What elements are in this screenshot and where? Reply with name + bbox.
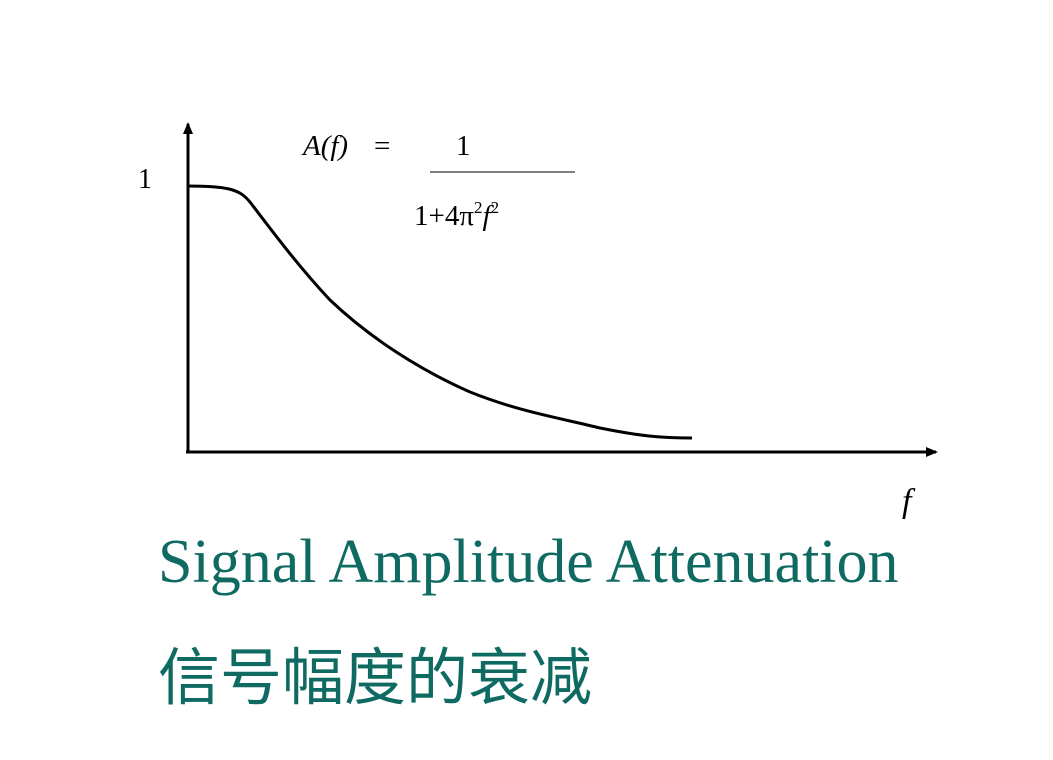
attenuation-diagram: 1 f A(f) = 1 1+4π2f2: [138, 122, 938, 520]
formula-equals: =: [374, 130, 390, 162]
x-axis-label: f: [902, 483, 916, 520]
attenuation-formula: A(f) = 1 1+4π2f2: [301, 130, 575, 232]
y-axis-tick-label: 1: [138, 164, 152, 195]
formula-lhs: A(f): [301, 130, 348, 162]
formula-numerator: 1: [456, 130, 471, 162]
caption-english: Signal Amplitude Attenuation: [158, 528, 899, 596]
formula-denominator: 1+4π2f2: [414, 198, 499, 232]
attenuation-curve: [187, 184, 693, 440]
caption-chinese: 信号幅度的衰减: [158, 641, 593, 714]
